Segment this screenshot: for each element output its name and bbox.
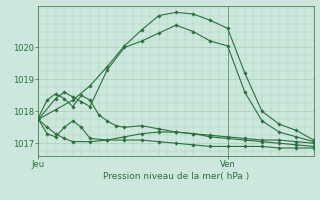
X-axis label: Pression niveau de la mer( hPa ): Pression niveau de la mer( hPa ) xyxy=(103,172,249,181)
